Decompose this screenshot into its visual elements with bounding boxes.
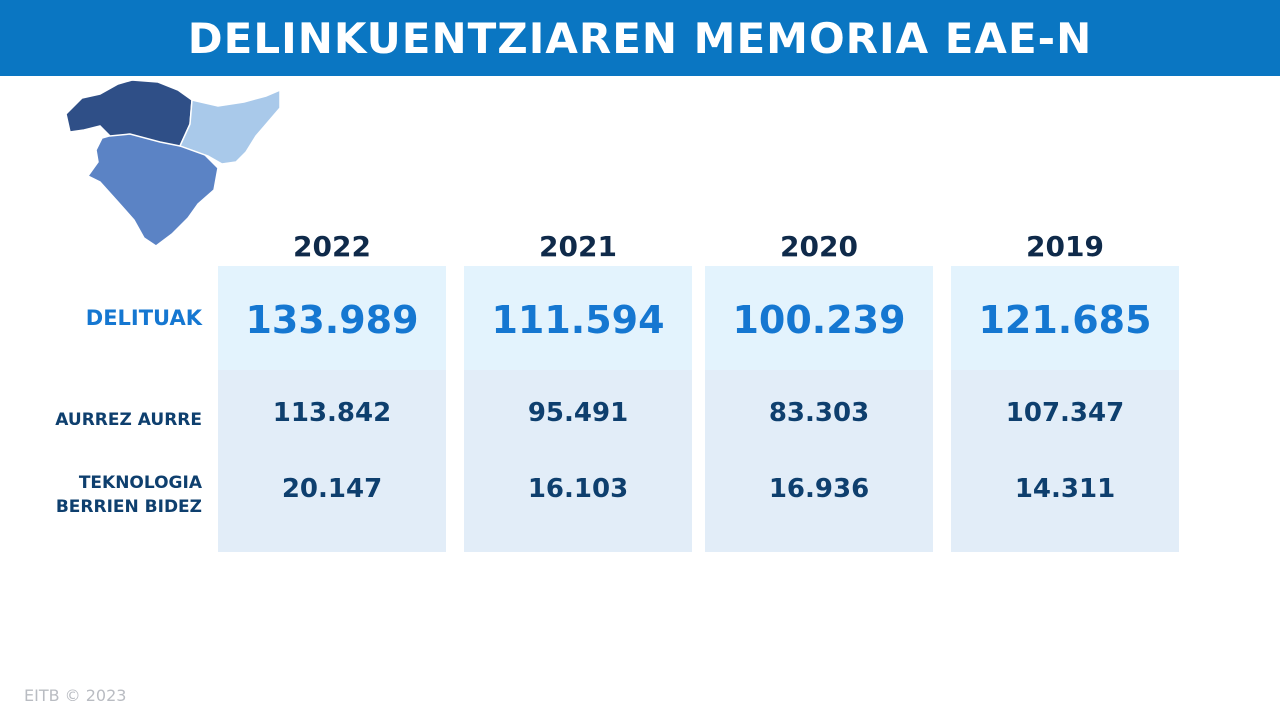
- row-label-delituak: DELITUAK: [85, 306, 202, 330]
- total-cell-2019: [951, 266, 1179, 370]
- tech-value-2021: 16.103: [527, 474, 629, 504]
- basque-country-map-icon: [65, 79, 281, 247]
- total-value-2021: 111.594: [491, 298, 665, 342]
- page-title: DELINKUENTZIAREN MEMORIA EAE-N: [187, 13, 1093, 63]
- column-2019: [951, 266, 1179, 552]
- tech-value-2019: 14.311: [1014, 474, 1116, 504]
- breakdown-cell-2021: [464, 370, 692, 552]
- year-header: 2019: [1026, 230, 1104, 263]
- year-header: 2021: [539, 230, 617, 263]
- total-value-2019: 121.685: [978, 298, 1152, 342]
- breakdown-cell-2020: [705, 370, 933, 552]
- row-label-teknologia-line2: BERRIEN BIDEZ: [55, 497, 202, 517]
- row-label-teknologia: TEKNOLOGIA BERRIEN BIDEZ: [56, 471, 202, 519]
- in-person-value-2022: 113.842: [272, 398, 392, 428]
- total-value-2022: 133.989: [245, 298, 419, 342]
- breakdown-cell-2022: [218, 370, 446, 552]
- column-2022: [218, 266, 446, 552]
- total-value-2020: 100.239: [732, 298, 906, 342]
- total-cell-2022: [218, 266, 446, 370]
- row-label-aurrez-aurre: AURREZ AURRE: [55, 410, 202, 430]
- year-header: 2022: [293, 230, 371, 263]
- total-cell-2020: [705, 266, 933, 370]
- year-header: 2020: [780, 230, 858, 263]
- map-region-gipuzkoa: [178, 88, 281, 165]
- column-2020: [705, 266, 933, 552]
- in-person-value-2019: 107.347: [1005, 398, 1125, 428]
- column-2021: [464, 266, 692, 552]
- title-banner: DELINKUENTZIAREN MEMORIA EAE-N: [0, 0, 1280, 76]
- copyright-footer: EITB © 2023: [24, 686, 127, 705]
- tech-value-2020: 16.936: [768, 474, 870, 504]
- breakdown-cell-2019: [951, 370, 1179, 552]
- row-label-teknologia-line1: TEKNOLOGIA: [78, 473, 202, 493]
- tech-value-2022: 20.147: [281, 474, 383, 504]
- in-person-value-2020: 83.303: [768, 398, 870, 428]
- total-cell-2021: [464, 266, 692, 370]
- in-person-value-2021: 95.491: [527, 398, 629, 428]
